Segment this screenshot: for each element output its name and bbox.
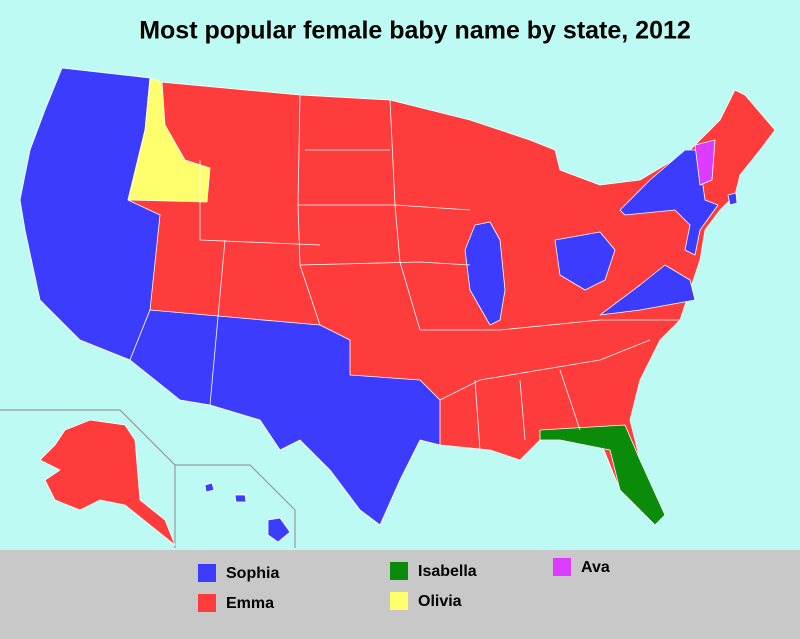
state-region	[204, 482, 215, 493]
state-region	[39, 419, 176, 546]
legend-swatch	[198, 564, 216, 582]
state-region	[619, 149, 719, 256]
state-borders	[199, 94, 680, 451]
state-region	[554, 231, 616, 291]
legend-label: Emma	[226, 595, 274, 612]
legend-label: Olivia	[418, 593, 462, 610]
state-region	[234, 494, 247, 503]
map-title: Most popular female baby name by state, …	[139, 17, 691, 45]
state-region	[464, 221, 506, 326]
legend-swatch	[553, 558, 571, 576]
state-region	[599, 264, 696, 316]
state-region	[694, 139, 716, 186]
state-region	[267, 517, 291, 543]
legend-swatch	[390, 562, 408, 580]
inset-frame	[175, 464, 296, 548]
legend-label: Ava	[581, 559, 610, 576]
legend-label: Sophia	[226, 565, 279, 582]
state-region	[727, 192, 738, 206]
state-region	[539, 424, 666, 526]
legend-swatch	[198, 594, 216, 612]
legend: Sophia Emma Isabella Olivia Ava	[198, 558, 610, 612]
inset-frame	[0, 409, 176, 548]
legend-label: Isabella	[418, 563, 477, 580]
legend-swatch	[390, 592, 408, 610]
state-region	[127, 77, 211, 203]
